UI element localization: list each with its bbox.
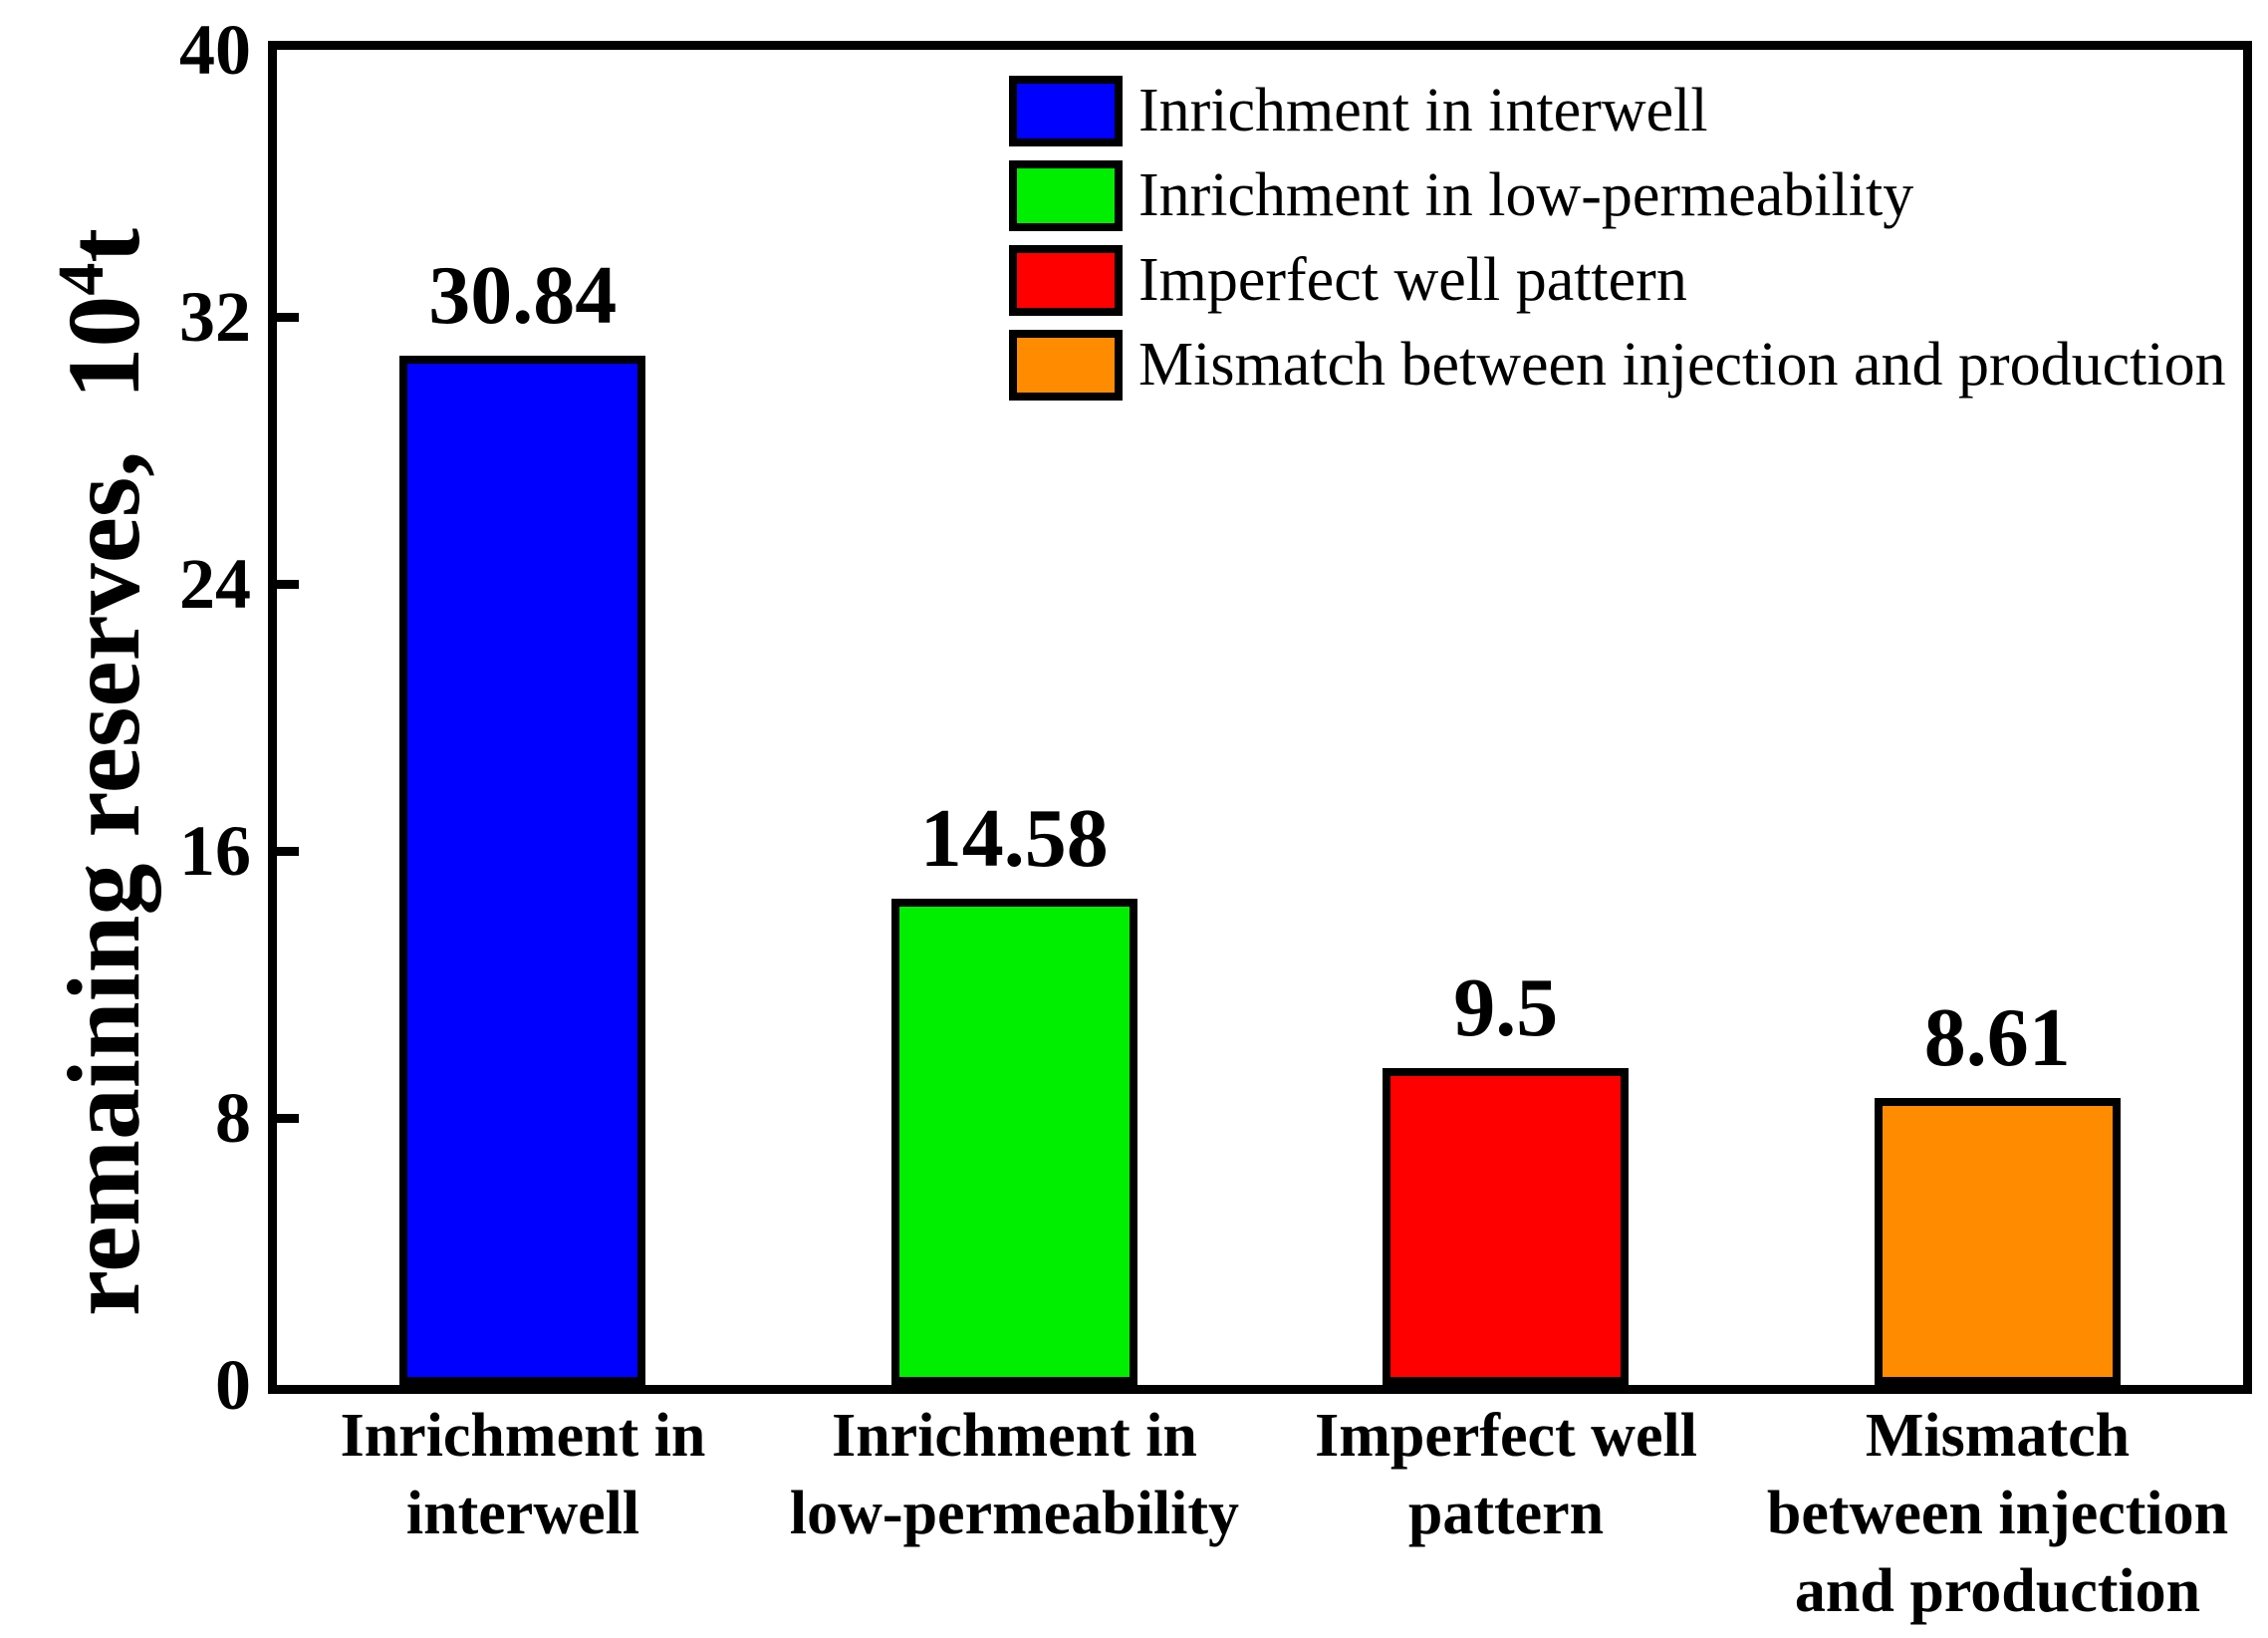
legend-swatch — [1009, 76, 1123, 146]
legend-row: Mismatch between injection and productio… — [1009, 330, 2226, 401]
y-tick — [277, 579, 299, 589]
x-category-label-line: Inrichment in — [832, 1402, 1197, 1470]
bar — [890, 899, 1137, 1385]
y-tick-label: 24 — [179, 544, 251, 624]
x-category-label: Inrichment in interwell — [277, 1397, 769, 1552]
x-category-label: Mismatch between injection and production — [1752, 1397, 2244, 1630]
y-tick-label: 40 — [179, 10, 251, 90]
x-category-label-line: Mismatch — [1865, 1402, 2131, 1470]
legend-swatch — [1009, 160, 1123, 231]
y-tick-label: 16 — [179, 811, 251, 891]
legend-label: Mismatch between injection and productio… — [1138, 331, 2226, 399]
y-tick-label: 32 — [179, 277, 251, 357]
y-tick — [277, 1113, 299, 1123]
x-category-label-line: between injection — [1766, 1480, 2229, 1547]
bar — [1874, 1098, 2121, 1385]
legend-label: Imperfect well pattern — [1138, 246, 1687, 314]
legend-swatch — [1009, 330, 1123, 401]
bar-value-label: 9.5 — [1453, 961, 1559, 1054]
y-tick — [277, 846, 299, 856]
x-category-label-line: Inrichment in — [340, 1402, 706, 1470]
x-category-label-line: and production — [1794, 1557, 2201, 1625]
legend-row: Inrichment in low-permeability — [1009, 160, 2226, 231]
x-category-label: Imperfect well pattern — [1260, 1397, 1752, 1552]
legend-label: Inrichment in interwell — [1138, 77, 1708, 144]
bar-value-label: 30.84 — [428, 249, 618, 342]
y-tick-label: 8 — [215, 1078, 251, 1158]
y-tick-label: 0 — [215, 1345, 251, 1425]
bar — [1383, 1068, 1630, 1385]
legend-swatch — [1009, 245, 1123, 316]
x-category-label-line: pattern — [1407, 1480, 1605, 1547]
legend: Inrichment in interwell Inrichment in low… — [1009, 76, 2226, 414]
y-tick — [277, 312, 299, 322]
legend-row: Inrichment in interwell — [1009, 76, 2226, 146]
plot-frame — [268, 41, 2252, 1394]
bar-value-label: 8.61 — [1923, 991, 2071, 1084]
x-category-label-line: low-permeability — [789, 1480, 1240, 1547]
legend-row: Imperfect well pattern — [1009, 245, 2226, 316]
legend-label: Inrichment in low-permeability — [1138, 161, 1914, 229]
x-category-label-line: interwell — [405, 1480, 640, 1547]
bar-value-label: 14.58 — [919, 792, 1109, 885]
x-category-label-line: Imperfect well — [1315, 1402, 1697, 1470]
y-axis-title-unit: t — [46, 227, 161, 263]
plot-area: 30.84 14.58 9.5 8.61 — [277, 50, 2243, 1385]
x-category-label: Inrichment in low-permeability — [769, 1397, 1261, 1552]
bar — [399, 356, 646, 1385]
